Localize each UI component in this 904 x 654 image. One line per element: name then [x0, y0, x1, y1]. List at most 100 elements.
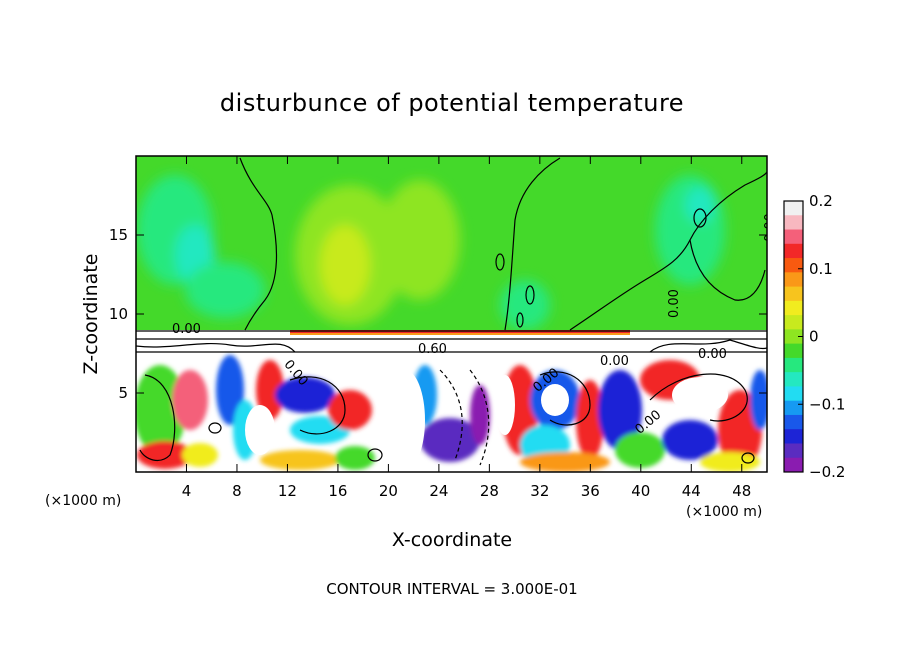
white-core [495, 375, 515, 435]
contour-label: 0.60 [418, 342, 447, 357]
y-tick-label: 15 [109, 226, 128, 244]
colorbar-segment [784, 372, 803, 387]
cyan-patch [685, 187, 715, 223]
yellow-patch [320, 225, 370, 305]
x-tick-label: 36 [581, 482, 600, 500]
colorbar-segment [784, 443, 803, 459]
colorbar-tick-label: 0.2 [809, 192, 833, 210]
colorbar-segment [784, 329, 803, 345]
colorbar-segment [784, 400, 803, 416]
contour-zero-mid [504, 157, 561, 331]
cyan-patch [185, 262, 265, 318]
contour-small-loop [208, 422, 222, 434]
contour-label: 0.00 [763, 213, 778, 242]
x-axis-ticks: 4 8 12 16 20 24 28 32 36 40 44 48 [182, 156, 751, 500]
x-tick-label: 12 [278, 482, 297, 500]
colorbar-tick-label: 0.1 [809, 260, 833, 278]
colorbar-segment [784, 315, 803, 330]
red-patch [256, 360, 284, 420]
contour-lower-vortex [649, 373, 748, 422]
contour-lower-vortex [539, 371, 591, 426]
white-core [541, 384, 569, 416]
colorbar-segment [784, 457, 803, 473]
cyan-patch [500, 280, 550, 330]
colorbar-segment [784, 429, 803, 444]
chart-title: disturbunce of potential temperature [220, 89, 684, 117]
colorbar-tick-label: −0.2 [809, 463, 845, 481]
blue-patch [750, 370, 767, 430]
colorbar-ticks: 0.2 0.1 0 −0.1 −0.2 [798, 192, 845, 481]
green-patch [615, 432, 665, 468]
contour-lower-vortex [289, 376, 346, 435]
yellow-patch [520, 452, 610, 472]
contour-small-loop [693, 208, 707, 228]
contour-band-right [649, 339, 767, 353]
purple-patch [470, 385, 490, 445]
colorbar-tick-label: 0 [809, 328, 819, 346]
x-tick-label: 20 [379, 482, 398, 500]
x-tick-label: 24 [429, 482, 448, 500]
yellow-patch [182, 443, 218, 467]
y-axis-ticks: 5 10 15 [109, 226, 767, 402]
colorbar-segment [784, 243, 803, 259]
contour-zero-right-lobe [689, 239, 766, 301]
colorbar-segment [784, 229, 803, 245]
yellow-patch [700, 452, 760, 472]
plot-area: 0.00 0.00 0.00 0.00 0.00 0.60 0.00 0.00 … [136, 156, 778, 472]
contour-label: 0.00 [667, 289, 682, 318]
colorbar [784, 201, 803, 473]
x-tick-label: 48 [732, 482, 751, 500]
white-core [385, 370, 425, 470]
x-axis-title: X-coordinate [392, 529, 512, 551]
purple-patch [420, 418, 480, 462]
y-tick-label: 10 [109, 305, 128, 323]
white-cores [245, 370, 728, 470]
cyan-patch [655, 175, 725, 285]
colorbar-segment [784, 414, 803, 430]
yellow-patch [380, 180, 460, 300]
contour-band-left [136, 342, 296, 353]
red-patch [576, 380, 604, 460]
red-patch [172, 370, 208, 430]
contour-interval-note: CONTOUR INTERVAL = 3.000E-01 [326, 580, 577, 598]
y-tick-label: 5 [118, 384, 128, 402]
contour-zero-left [239, 157, 278, 331]
colorbar-tick-label: −0.1 [809, 395, 845, 413]
colorbar-segment [784, 357, 803, 373]
contour-lower-left [139, 374, 176, 462]
x-axis-unit-left: (×1000 m) [45, 493, 121, 509]
y-axis-title: Z-coordinate [80, 254, 102, 375]
white-core [245, 405, 275, 455]
blue-patch [598, 370, 642, 450]
colorbar-segment [784, 343, 803, 359]
colorbar-segment [784, 272, 803, 288]
colorbar-segment [784, 201, 803, 216]
x-axis-unit-right: (×1000 m) [686, 504, 762, 520]
colorbar-segment [784, 300, 803, 316]
blue-patch [662, 420, 718, 460]
colorbar-segment [784, 286, 803, 302]
yellow-patch [260, 450, 340, 470]
blue-patch [216, 355, 244, 425]
contour-small-loop [495, 253, 505, 271]
contour-label: 0.00 [172, 322, 201, 337]
contour-small-loop [516, 312, 524, 328]
upper-anomalies [137, 175, 725, 330]
contour-small-loop [741, 452, 755, 464]
colorbar-segment [784, 215, 803, 231]
x-tick-label: 28 [480, 482, 499, 500]
green-patch [335, 446, 375, 470]
x-tick-label: 16 [328, 482, 347, 500]
red-patch [328, 390, 372, 430]
layer-band-orange [290, 333, 630, 335]
red-patch [137, 441, 193, 469]
contour-small-loop [367, 448, 383, 462]
contour-label: 0.00 [698, 347, 727, 362]
colorbar-segment [784, 258, 803, 273]
x-tick-label: 8 [232, 482, 242, 500]
white-core [672, 377, 728, 413]
contour-small-loop [525, 285, 535, 305]
contour-lower-dashed [469, 369, 490, 466]
lower-anomalies [136, 355, 767, 472]
